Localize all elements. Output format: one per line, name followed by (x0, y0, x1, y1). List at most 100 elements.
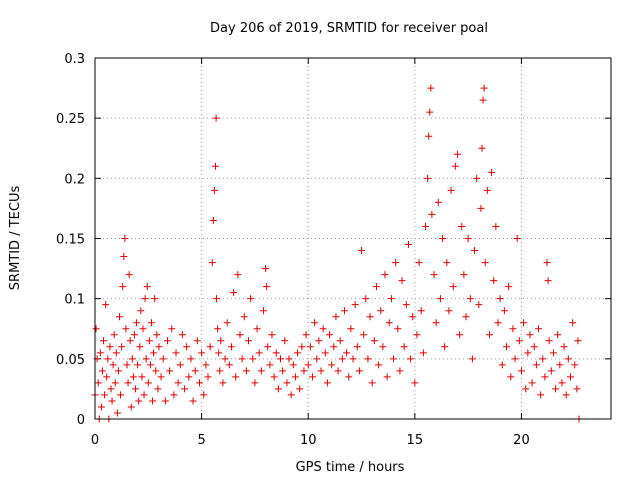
data-point (238, 355, 246, 363)
data-point (120, 253, 128, 261)
data-point (308, 373, 316, 381)
data-point (549, 349, 557, 357)
data-point (232, 373, 240, 381)
data-point (134, 361, 142, 369)
data-point (124, 379, 132, 387)
x-tick-label: 10 (300, 433, 317, 448)
data-point (285, 355, 293, 363)
data-point (328, 361, 336, 369)
x-tick-label: 0 (91, 433, 99, 448)
data-point (511, 355, 519, 363)
y-axis-label: SRMTID / TECUs (8, 186, 23, 291)
y-tick-label: 0.25 (56, 112, 85, 127)
data-point (537, 391, 545, 399)
data-point (421, 222, 429, 230)
data-point (274, 385, 282, 393)
data-point (110, 331, 118, 339)
x-tick-label: 15 (407, 433, 424, 448)
y-tick-label: 0.1 (64, 293, 85, 308)
data-point (315, 337, 323, 345)
data-point (279, 367, 287, 375)
data-point (436, 295, 444, 303)
data-point (168, 325, 176, 333)
data-point (166, 367, 174, 375)
data-point (296, 385, 304, 393)
data-point (415, 259, 423, 267)
plot-frame (94, 57, 612, 420)
data-point (298, 343, 306, 351)
data-point (509, 325, 517, 333)
data-point (204, 373, 212, 381)
data-point (304, 361, 312, 369)
data-point (163, 337, 171, 345)
data-point (242, 367, 250, 375)
data-point (135, 397, 143, 405)
data-point (532, 361, 540, 369)
data-point (109, 361, 117, 369)
data-point (481, 259, 489, 267)
data-point (347, 325, 355, 333)
data-point (407, 355, 415, 363)
data-point (141, 295, 149, 303)
data-point (398, 277, 406, 285)
data-point (562, 391, 570, 399)
data-point (140, 391, 148, 399)
data-point (122, 325, 130, 333)
data-point (535, 325, 543, 333)
data-point (170, 391, 178, 399)
data-point (221, 355, 229, 363)
y-tick-label: 0.15 (56, 233, 85, 248)
data-point (394, 325, 402, 333)
data-point (185, 373, 193, 381)
data-point (268, 331, 276, 339)
data-point (264, 343, 272, 351)
data-point (517, 367, 525, 375)
data-point (383, 373, 391, 381)
y-tick-label: 0.05 (56, 353, 85, 368)
data-point (500, 307, 508, 315)
data-point (116, 313, 124, 321)
data-point (409, 313, 417, 321)
data-point (176, 361, 184, 369)
data-point (128, 355, 136, 363)
data-point (368, 379, 376, 387)
data-point (483, 186, 491, 194)
data-point (270, 373, 278, 381)
data-point (434, 198, 442, 206)
data-point (404, 241, 412, 249)
data-point (364, 355, 372, 363)
data-point (351, 301, 359, 309)
data-point (227, 343, 235, 351)
data-point (377, 307, 385, 315)
data-point (251, 379, 259, 387)
data-point (129, 373, 137, 381)
data-point (490, 277, 498, 285)
data-point (473, 174, 481, 182)
data-point (385, 319, 393, 327)
data-point (281, 337, 289, 345)
data-point (266, 361, 274, 369)
data-point (294, 349, 302, 357)
data-point (191, 367, 199, 375)
grid-lines (95, 58, 611, 419)
data-point (458, 222, 466, 230)
data-point (336, 337, 344, 345)
data-point (139, 325, 147, 333)
data-point (151, 295, 159, 303)
data-point (178, 331, 186, 339)
data-point (159, 355, 167, 363)
data-point (213, 295, 221, 303)
data-point (387, 295, 395, 303)
data-point (249, 355, 257, 363)
data-point (217, 337, 225, 345)
data-point (289, 361, 297, 369)
data-point (114, 367, 122, 375)
axis-ticks: 0 0.05 0.1 0.15 0.2 0.25 0.3 0 5 10 15 20 (56, 52, 611, 448)
data-point (300, 367, 308, 375)
data-point (153, 331, 161, 339)
data-point (503, 343, 511, 351)
data-point (524, 349, 532, 357)
data-point (362, 295, 370, 303)
data-point (427, 84, 435, 92)
